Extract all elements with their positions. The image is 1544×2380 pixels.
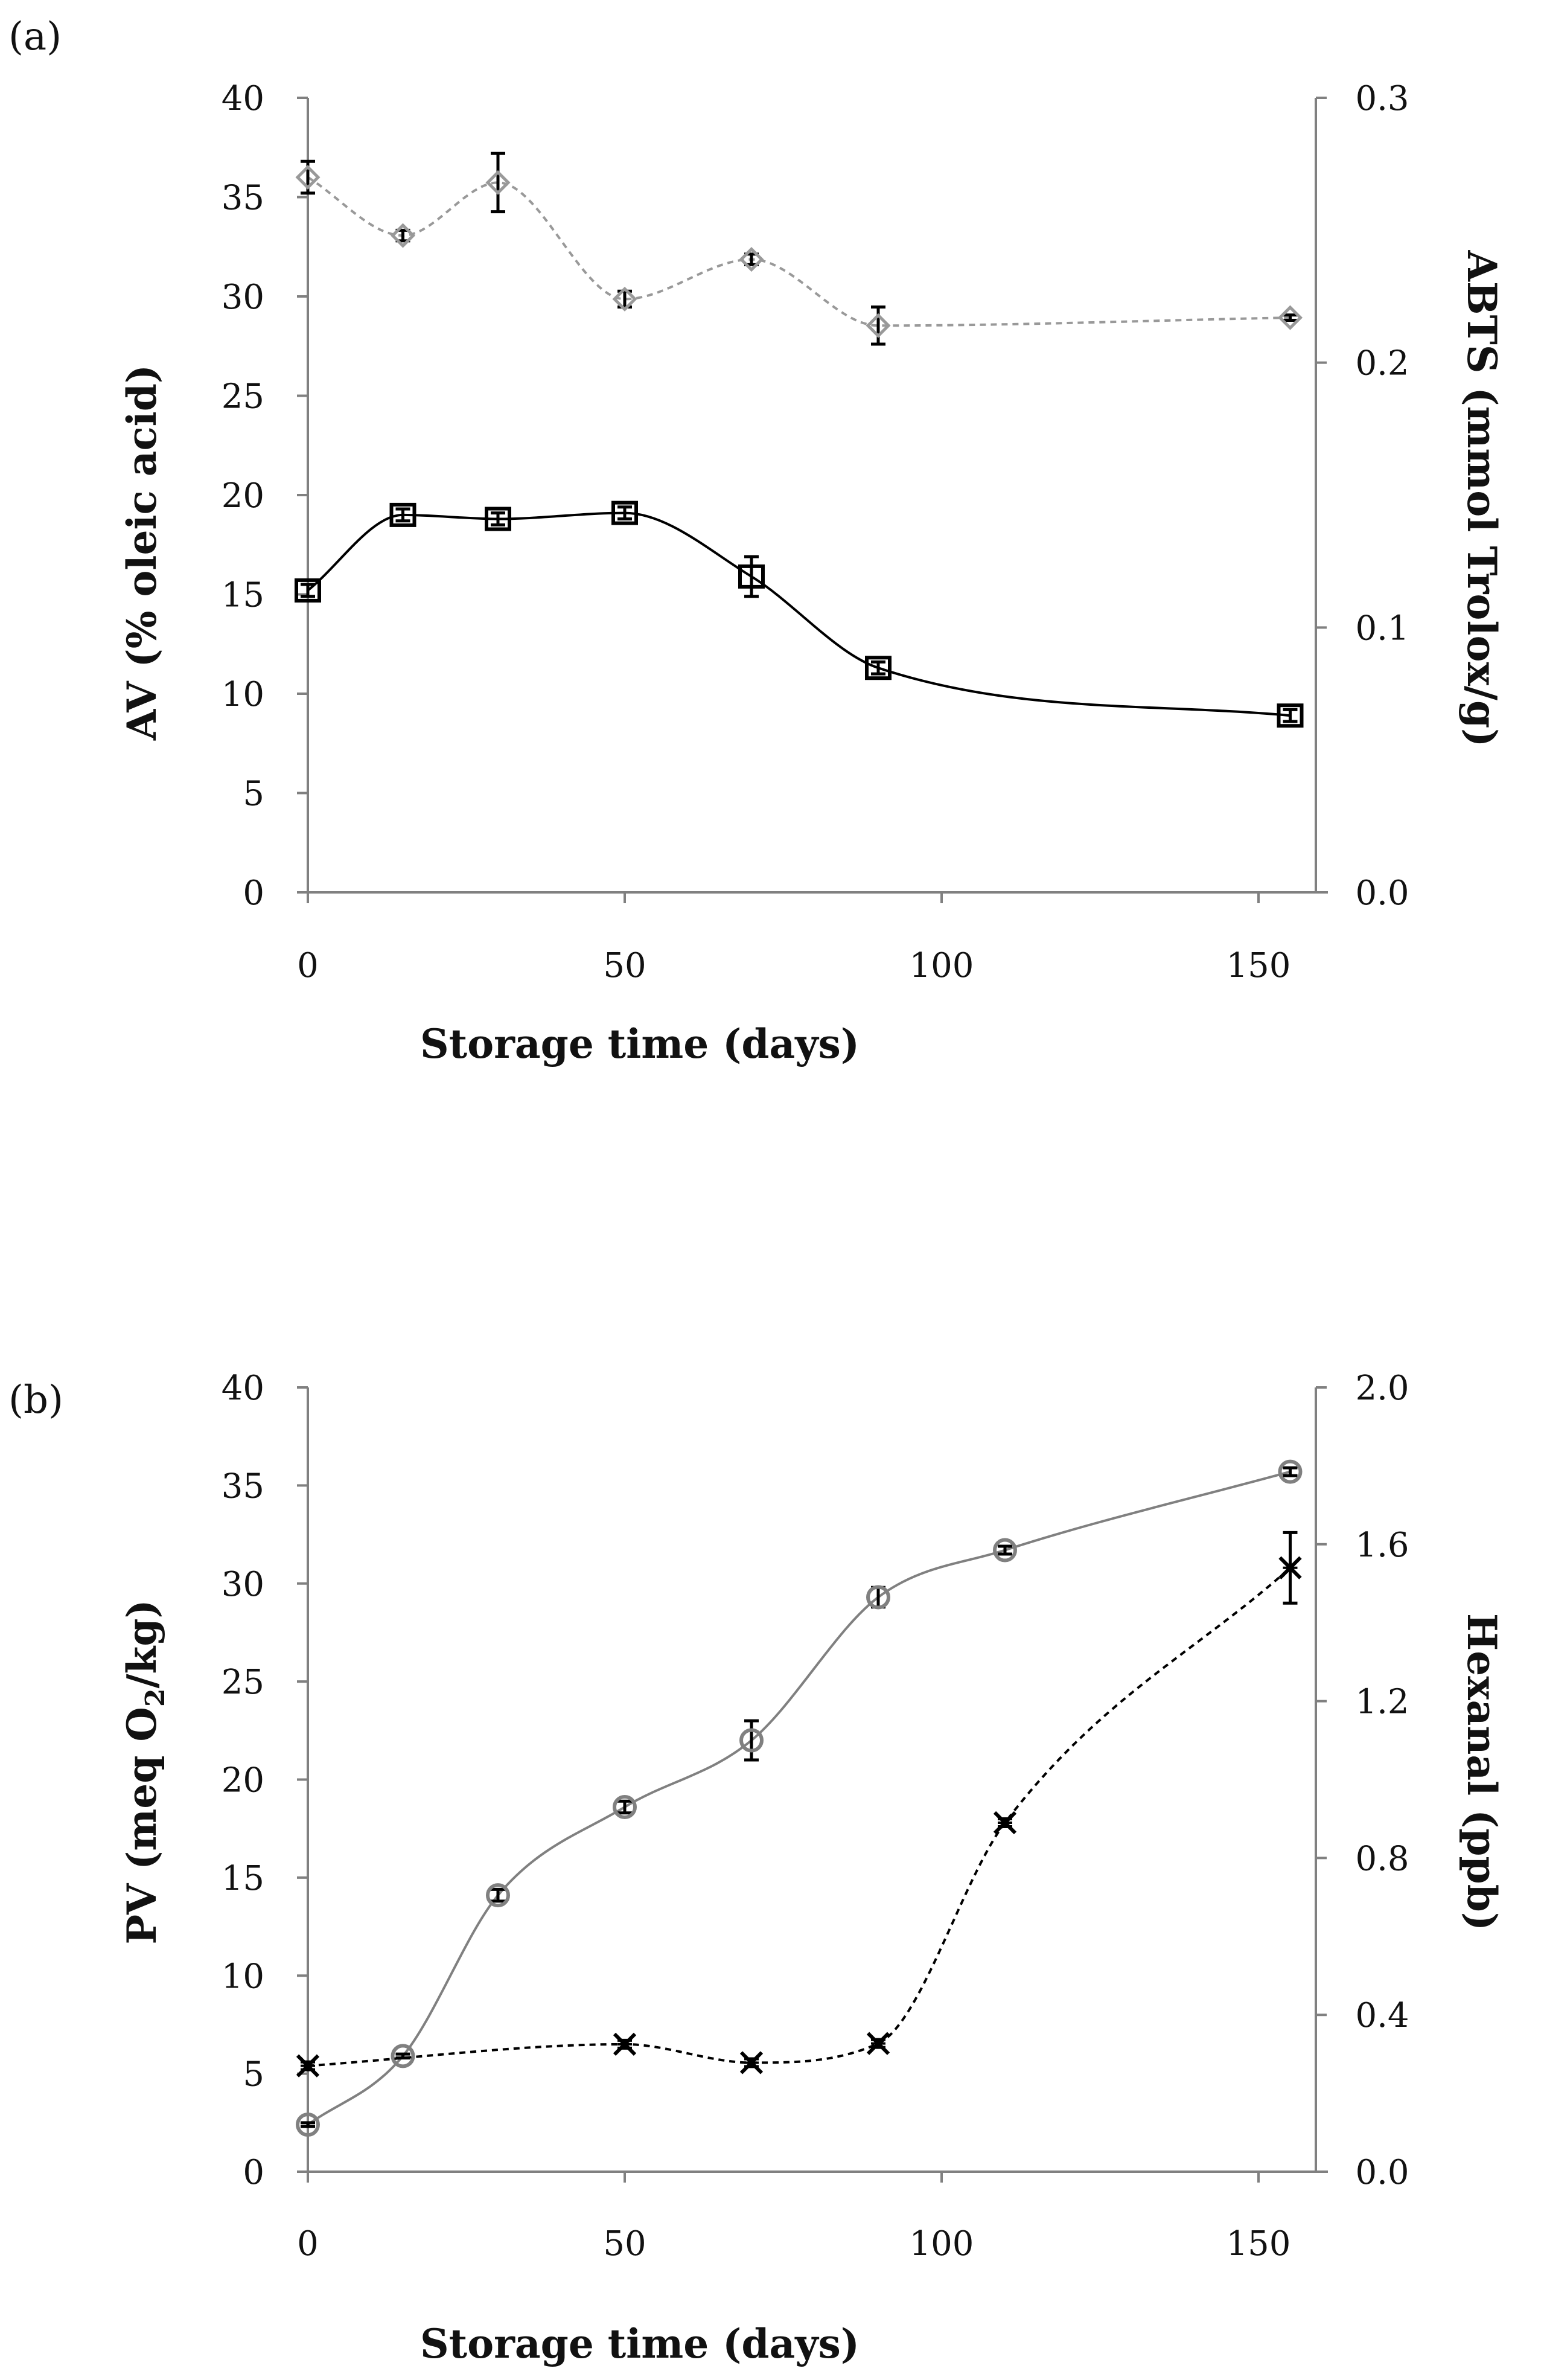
panel-a-left-tick-label: 20 xyxy=(222,476,264,516)
panel-a-av-series-point xyxy=(611,501,638,525)
panel-b-x-tick-label: 0 xyxy=(297,2224,319,2263)
panel-b-pv-series-line xyxy=(307,1470,1291,2126)
panel-a-abts-series-point xyxy=(612,286,637,312)
panel-b-pv-series-point xyxy=(613,1794,637,1819)
panel-a-x-tick-label: 100 xyxy=(910,946,974,985)
panel-b-pv-series-error-bar xyxy=(301,2121,315,2128)
panel-b-pv-series-error-bar xyxy=(998,1544,1012,1556)
panel-a-av-series-point xyxy=(865,656,892,680)
panel-a-left-tick-label: 25 xyxy=(222,377,264,417)
panel-a-x-tick-label: 50 xyxy=(603,946,646,985)
panel-b-hexanal-series-point xyxy=(739,2051,764,2075)
panel-a-av-series xyxy=(295,501,1304,728)
panel-b-left-tick-label: 0 xyxy=(243,2153,264,2192)
panel-b-label: (b) xyxy=(8,1378,63,1422)
panel-b-left-tick-label: 30 xyxy=(222,1565,264,1604)
panel-a-av-series-error-bar xyxy=(744,555,759,598)
panel-a-av-series-point xyxy=(389,502,416,527)
panel-a-abts-series-error-bar xyxy=(1283,313,1298,322)
panel-a-abts-series-point xyxy=(390,223,416,248)
panel-b-pv-series-error-bar xyxy=(617,1799,632,1815)
panel-a-abts-series-error-bar xyxy=(491,152,505,214)
panel-b-pv-series-point xyxy=(739,1728,764,1753)
panel-b-right-tick-label: 1.2 xyxy=(1355,1683,1409,1722)
panel-a-av-series-point xyxy=(1277,703,1304,728)
panel-a-av-series-point xyxy=(485,507,511,531)
panel-a-label: (a) xyxy=(8,14,62,59)
panel-b-pv-series xyxy=(296,1459,1303,2137)
panel-b-hexanal-series-point xyxy=(1278,1556,1302,1579)
panel-b-pv-series-point xyxy=(1278,1459,1303,1484)
panel-a-abts-series-point xyxy=(866,313,891,338)
panel-a-left-tick-label: 10 xyxy=(222,675,264,714)
panel-b-hexanal-series-line xyxy=(307,1567,1291,2067)
panel-a-abts-series-point xyxy=(1277,305,1303,330)
panel-a-right-tick-label: 0.0 xyxy=(1355,874,1409,913)
panel-b-hexanal-series-point xyxy=(296,2054,320,2078)
panel-b-x-tick-label: 100 xyxy=(910,2224,974,2263)
panel-b-pv-series-point xyxy=(486,1883,510,1908)
panel-b-right-tick-label: 0.4 xyxy=(1355,1996,1409,2035)
panel-a-av-series-error-bar xyxy=(1283,708,1298,723)
panel-a-x-tick-label: 150 xyxy=(1227,946,1291,985)
panel-b-right-tick-label: 0.0 xyxy=(1355,2153,1409,2192)
panel-b-chart: (b) 0 50 100 150 0 5 10 15 20 25 30 35 40 0.0 0.4 0.8 1.… xyxy=(8,1369,1505,2367)
panel-a-av-series-error-bar xyxy=(301,583,315,598)
panel-b-left-tick-label: 15 xyxy=(222,1859,264,1898)
panel-a-abts-series-point xyxy=(295,165,321,190)
panel-a-av-series-point xyxy=(295,578,321,603)
panel-a-left-tick-label: 35 xyxy=(222,179,264,218)
panel-b-pv-series-point xyxy=(296,2113,320,2137)
panel-a-av-series-error-bar xyxy=(617,505,632,520)
panel-a-av-series-error-bar xyxy=(871,660,885,676)
panel-b-hexanal-series-point xyxy=(993,1811,1017,1835)
panel-b-left-tick-label: 25 xyxy=(222,1663,264,1702)
panel-b-hexanal-series-point xyxy=(613,2032,637,2056)
panel-b-right-tick-label: 1.6 xyxy=(1355,1526,1409,1565)
panel-b-left-tick-label: 20 xyxy=(222,1761,264,1800)
panel-a-abts-series-point xyxy=(485,170,511,195)
panel-a-left-tick-label: 0 xyxy=(243,874,264,913)
panel-a-av-series-error-bar xyxy=(491,511,505,526)
panel-b-left-tick-label: 5 xyxy=(243,2055,264,2094)
panel-b-x-axis-title: Storage time (days) xyxy=(420,2320,860,2367)
panel-b-pv-series-point xyxy=(391,2044,415,2068)
panel-a-chart: (a) 0 50 100 150 0 5 10 15 20 25 30 35 40 0.0 0.1 0.2 0.… xyxy=(8,14,1505,1067)
panel-a-right-tick-label: 0.3 xyxy=(1355,79,1409,118)
panel-b-left-axis-title: PV (meq O2/kg) xyxy=(118,1599,171,1944)
panel-a-abts-series-point xyxy=(739,247,764,272)
panel-b-right-axis-title: Hexanal (ppb) xyxy=(1458,1613,1505,1931)
panel-b-left-tick-label: 10 xyxy=(222,1957,264,1996)
panel-b-left-tick-label: 40 xyxy=(222,1369,264,1408)
panel-b-pv-series-error-bar xyxy=(744,1719,759,1762)
panel-a-abts-series-error-bar xyxy=(617,289,632,309)
panel-b-hexanal-series xyxy=(296,1531,1302,2078)
panel-a-right-axis-title: ABTS (mmol Trolox/g) xyxy=(1458,250,1505,747)
panel-a-x-tick-label: 0 xyxy=(297,946,319,985)
panel-a-abts-series xyxy=(295,152,1303,346)
panel-b-left-tick-label: 35 xyxy=(222,1467,264,1506)
panel-b-pv-series-point xyxy=(993,1538,1017,1563)
panel-a-x-axis-title: Storage time (days) xyxy=(420,1020,860,1067)
panel-a-left-axis-title: AV (% oleic acid) xyxy=(118,365,165,741)
panel-b-pv-series-error-bar xyxy=(491,1887,505,1903)
panel-a-left-tick-label: 15 xyxy=(222,576,264,615)
panel-b-x-tick-label: 150 xyxy=(1227,2224,1291,2263)
panel-a-left-tick-label: 5 xyxy=(243,775,264,814)
panel-a-av-series-point xyxy=(738,564,765,589)
panel-b-hexanal-series-point xyxy=(866,2032,890,2055)
panel-a-left-tick-label: 30 xyxy=(222,278,264,317)
panel-a-av-series-line xyxy=(307,511,1290,717)
panel-b-pv-series-error-bar xyxy=(1283,1466,1298,1477)
panel-b-right-tick-label: 2.0 xyxy=(1355,1369,1409,1408)
panel-b-pv-series-point xyxy=(866,1585,890,1610)
panel-a-left-tick-label: 40 xyxy=(222,79,264,118)
panel-a-abts-series-line xyxy=(307,176,1290,327)
panel-b-x-tick-label: 50 xyxy=(603,2224,646,2263)
panel-a-right-tick-label: 0.2 xyxy=(1355,344,1409,383)
panel-a-right-tick-label: 0.1 xyxy=(1355,609,1409,648)
panel-b-right-tick-label: 0.8 xyxy=(1355,1839,1409,1878)
panel-a-av-series-error-bar xyxy=(395,507,410,523)
